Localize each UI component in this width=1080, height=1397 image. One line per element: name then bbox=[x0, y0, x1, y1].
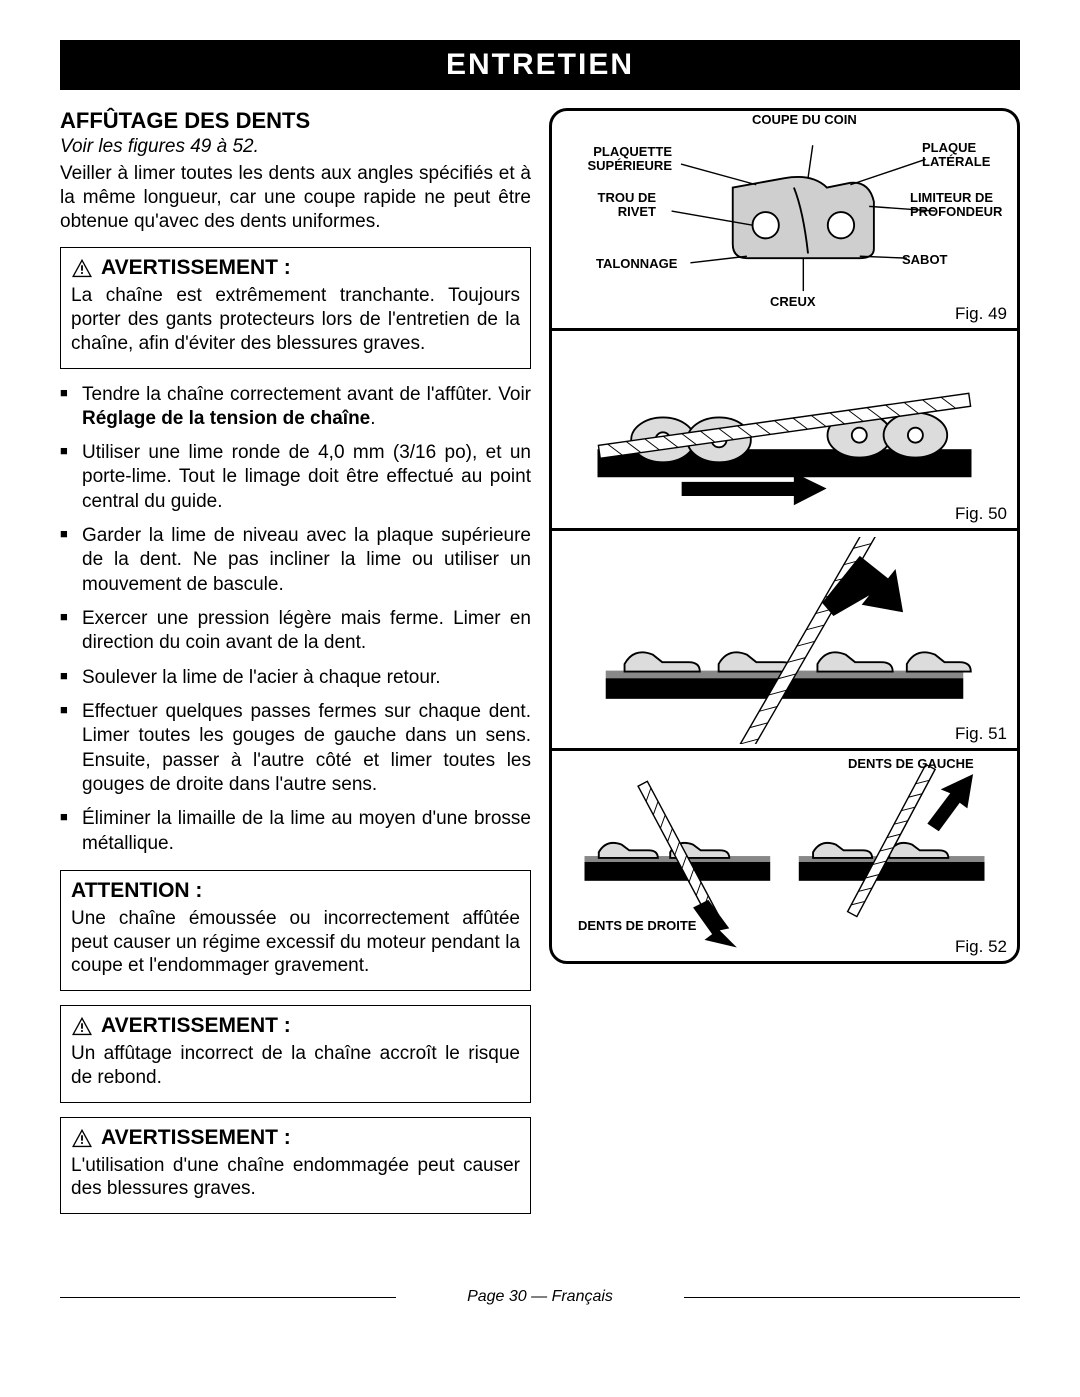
chain-file-side-view bbox=[560, 337, 1009, 524]
label-limiteur: LIMITEUR DE PROFONDEUR bbox=[910, 191, 1017, 218]
figure-49-caption: Fig. 49 bbox=[955, 304, 1007, 324]
figure-50-caption: Fig. 50 bbox=[955, 504, 1007, 524]
figure-52: DENTS DE GAUCHE DENTS DE DROITE Fig. 52 bbox=[552, 751, 1017, 961]
warning-head-1: AVERTISSEMENT : bbox=[71, 256, 520, 280]
label-talonnage: TALONNAGE bbox=[596, 257, 677, 271]
figure-52-caption: Fig. 52 bbox=[955, 937, 1007, 957]
list-item-text: Tendre la chaîne correctement avant de l… bbox=[82, 384, 531, 405]
attention-head: ATTENTION : bbox=[71, 879, 520, 903]
warning-triangle-icon bbox=[71, 1016, 93, 1036]
warning-head-3: AVERTISSEMENT : bbox=[71, 1126, 520, 1150]
chain-file-top-view bbox=[560, 537, 1009, 744]
figure-50: Fig. 50 bbox=[552, 331, 1017, 531]
label-dents-gauche: DENTS DE GAUCHE bbox=[848, 757, 974, 771]
list-item-text: . bbox=[370, 408, 375, 429]
footer-text: Page 30 — Français bbox=[467, 1288, 613, 1305]
warning-label-3: AVERTISSEMENT : bbox=[101, 1126, 291, 1150]
instruction-list: Tendre la chaîne correctement avant de l… bbox=[60, 383, 531, 856]
figure-49: PLAQUETTE SUPÉRIEURE COUPE DU COIN PLAQU… bbox=[552, 111, 1017, 331]
list-item: Soulever la lime de l'acier à chaque ret… bbox=[60, 666, 531, 690]
figure-51-caption: Fig. 51 bbox=[955, 724, 1007, 744]
warning-triangle-icon bbox=[71, 1128, 93, 1148]
warning-label-1: AVERTISSEMENT : bbox=[101, 256, 291, 280]
list-item: Effectuer quelques passes fermes sur cha… bbox=[60, 700, 531, 797]
label-creux: CREUX bbox=[770, 295, 816, 309]
section-title: AFFÛTAGE DES DENTS bbox=[60, 108, 531, 134]
label-plaque: PLAQUE LATÉRALE bbox=[922, 141, 1017, 168]
warning-head-2: AVERTISSEMENT : bbox=[71, 1014, 520, 1038]
label-plaquette: PLAQUETTE SUPÉRIEURE bbox=[562, 145, 672, 172]
intro-paragraph: Veiller à limer toutes les dents aux ang… bbox=[60, 162, 531, 233]
warning-body-3: L'utilisation d'une chaîne endommagée pe… bbox=[71, 1154, 520, 1202]
list-item: Tendre la chaîne correctement avant de l… bbox=[60, 383, 531, 432]
content-columns: AFFÛTAGE DES DENTS Voir les figures 49 à… bbox=[60, 108, 1020, 1228]
attention-box: ATTENTION : Une chaîne émoussée ou incor… bbox=[60, 870, 531, 991]
figure-stack: PLAQUETTE SUPÉRIEURE COUPE DU COIN PLAQU… bbox=[549, 108, 1020, 964]
right-column: PLAQUETTE SUPÉRIEURE COUPE DU COIN PLAQU… bbox=[549, 108, 1020, 1228]
list-item: Utiliser une lime ronde de 4,0 mm (3/16 … bbox=[60, 441, 531, 514]
page-banner: ENTRETIEN bbox=[60, 40, 1020, 90]
warning-box-2: AVERTISSEMENT : Un affûtage incorrect de… bbox=[60, 1005, 531, 1103]
warning-box-1: AVERTISSEMENT : La chaîne est extrêmemen… bbox=[60, 247, 531, 368]
attention-body: Une chaîne émoussée ou incorrectement af… bbox=[71, 907, 520, 978]
figure-51: Fig. 51 bbox=[552, 531, 1017, 751]
list-item-bold: Réglage de la tension de chaîne bbox=[82, 408, 370, 429]
page-footer: Page 30 — Français bbox=[60, 1288, 1020, 1306]
warning-triangle-icon bbox=[71, 258, 93, 278]
list-item: Garder la lime de niveau avec la plaque … bbox=[60, 524, 531, 597]
figure-reference: Voir les figures 49 à 52. bbox=[60, 136, 531, 158]
left-column: AFFÛTAGE DES DENTS Voir les figures 49 à… bbox=[60, 108, 531, 1228]
list-item: Éliminer la limaille de la lime au moyen… bbox=[60, 807, 531, 856]
label-sabot: SABOT bbox=[902, 253, 948, 267]
warning-body-1: La chaîne est extrêmement tranchante. To… bbox=[71, 284, 520, 355]
label-dents-droite: DENTS DE DROITE bbox=[578, 919, 696, 933]
warning-body-2: Un affûtage incorrect de la chaîne accro… bbox=[71, 1042, 520, 1090]
list-item: Exercer une pression légère mais ferme. … bbox=[60, 607, 531, 656]
warning-label-2: AVERTISSEMENT : bbox=[101, 1014, 291, 1038]
label-trou: TROU DE RIVET bbox=[566, 191, 656, 218]
warning-box-3: AVERTISSEMENT : L'utilisation d'une chaî… bbox=[60, 1117, 531, 1215]
label-coupe: COUPE DU COIN bbox=[752, 113, 857, 127]
